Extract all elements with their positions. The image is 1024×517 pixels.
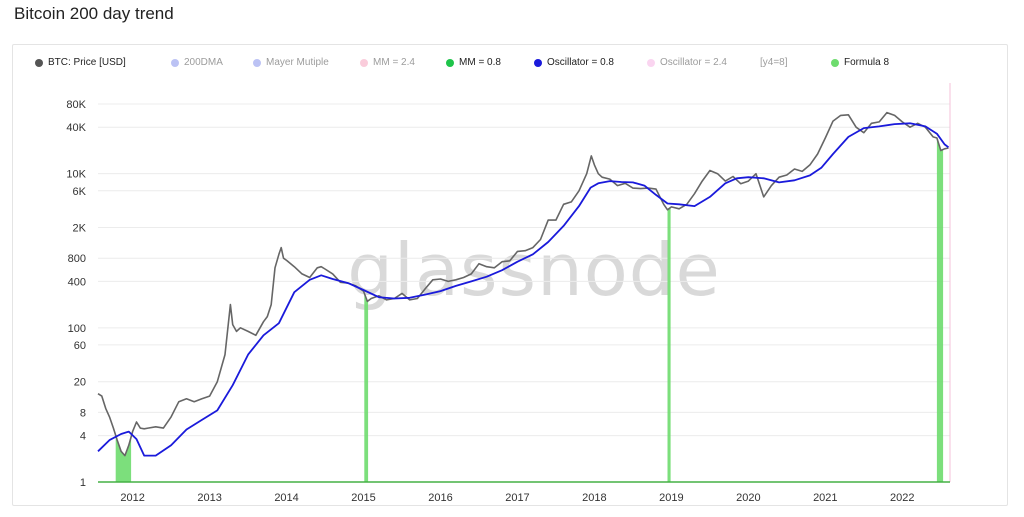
- oscillator-line: [97, 122, 950, 457]
- y-tick-label: 80K: [66, 99, 86, 111]
- y-tick-label: 1: [80, 477, 86, 489]
- legend-label: BTC: Price [USD]: [48, 57, 126, 68]
- x-tick-label: 2012: [120, 492, 144, 504]
- x-tick-label: 2014: [274, 492, 298, 504]
- x-tick-label: 2022: [890, 492, 914, 504]
- legend-dot-icon: [171, 59, 179, 67]
- legend-dot-icon: [534, 59, 542, 67]
- watermark-text: glassnode: [347, 228, 721, 312]
- y-tick-label: 20: [74, 377, 86, 389]
- x-tick-label: 2017: [505, 492, 529, 504]
- legend-label: [y4=8]: [760, 57, 788, 68]
- chart-card: glassnode 80K 40K 10K 6K 2K 800 400 100 60 20 8 4 1 20…: [12, 44, 1008, 506]
- legend-dot-icon: [647, 59, 655, 67]
- formula8-bar: [667, 207, 671, 482]
- legend-label: Mayer Mutiple: [266, 57, 329, 68]
- y-tick-label: 400: [68, 276, 86, 288]
- x-tick-label: 2019: [659, 492, 683, 504]
- legend-dot-icon: [831, 59, 839, 67]
- legend-label: Formula 8: [844, 57, 890, 68]
- y-tick-label: 8: [80, 407, 86, 419]
- btc-price-line: [97, 111, 949, 457]
- plot-area: [98, 83, 950, 482]
- y-tick-label: 4: [80, 431, 86, 443]
- legend-dot-icon: [360, 59, 368, 67]
- legend-label: MM = 0.8: [459, 57, 501, 68]
- legend-dot-icon: [253, 59, 261, 67]
- y-tick-label: 100: [68, 323, 86, 335]
- y-tick-label: 10K: [66, 169, 86, 181]
- formula8-bar: [936, 138, 944, 482]
- page-title: Bitcoin 200 day trend: [14, 4, 174, 23]
- x-tick-label: 2020: [736, 492, 760, 504]
- y-tick-label: 2K: [73, 223, 87, 235]
- y-tick-label: 60: [74, 340, 86, 352]
- legend-label: 200DMA: [184, 57, 223, 68]
- y-tick-label: 800: [68, 253, 86, 265]
- formula8-bar: [364, 293, 369, 482]
- x-tick-label: 2015: [351, 492, 375, 504]
- legend-label: MM = 2.4: [373, 57, 415, 68]
- x-tick-label: 2016: [428, 492, 452, 504]
- y-tick-label: 40K: [66, 122, 86, 134]
- x-tick-label: 2013: [197, 492, 221, 504]
- legend-label: Oscillator = 0.8: [547, 57, 614, 68]
- chart-canvas[interactable]: glassnode 80K 40K 10K 6K 2K 800 400 100 60 20 8 4 1 20…: [13, 45, 1007, 505]
- y-tick-label: 6K: [73, 186, 87, 198]
- legend-dot-icon: [446, 59, 454, 67]
- legend-dot-icon: [35, 59, 43, 67]
- x-tick-label: 2018: [582, 492, 606, 504]
- x-tick-label: 2021: [813, 492, 837, 504]
- legend-label: Oscillator = 2.4: [660, 57, 727, 68]
